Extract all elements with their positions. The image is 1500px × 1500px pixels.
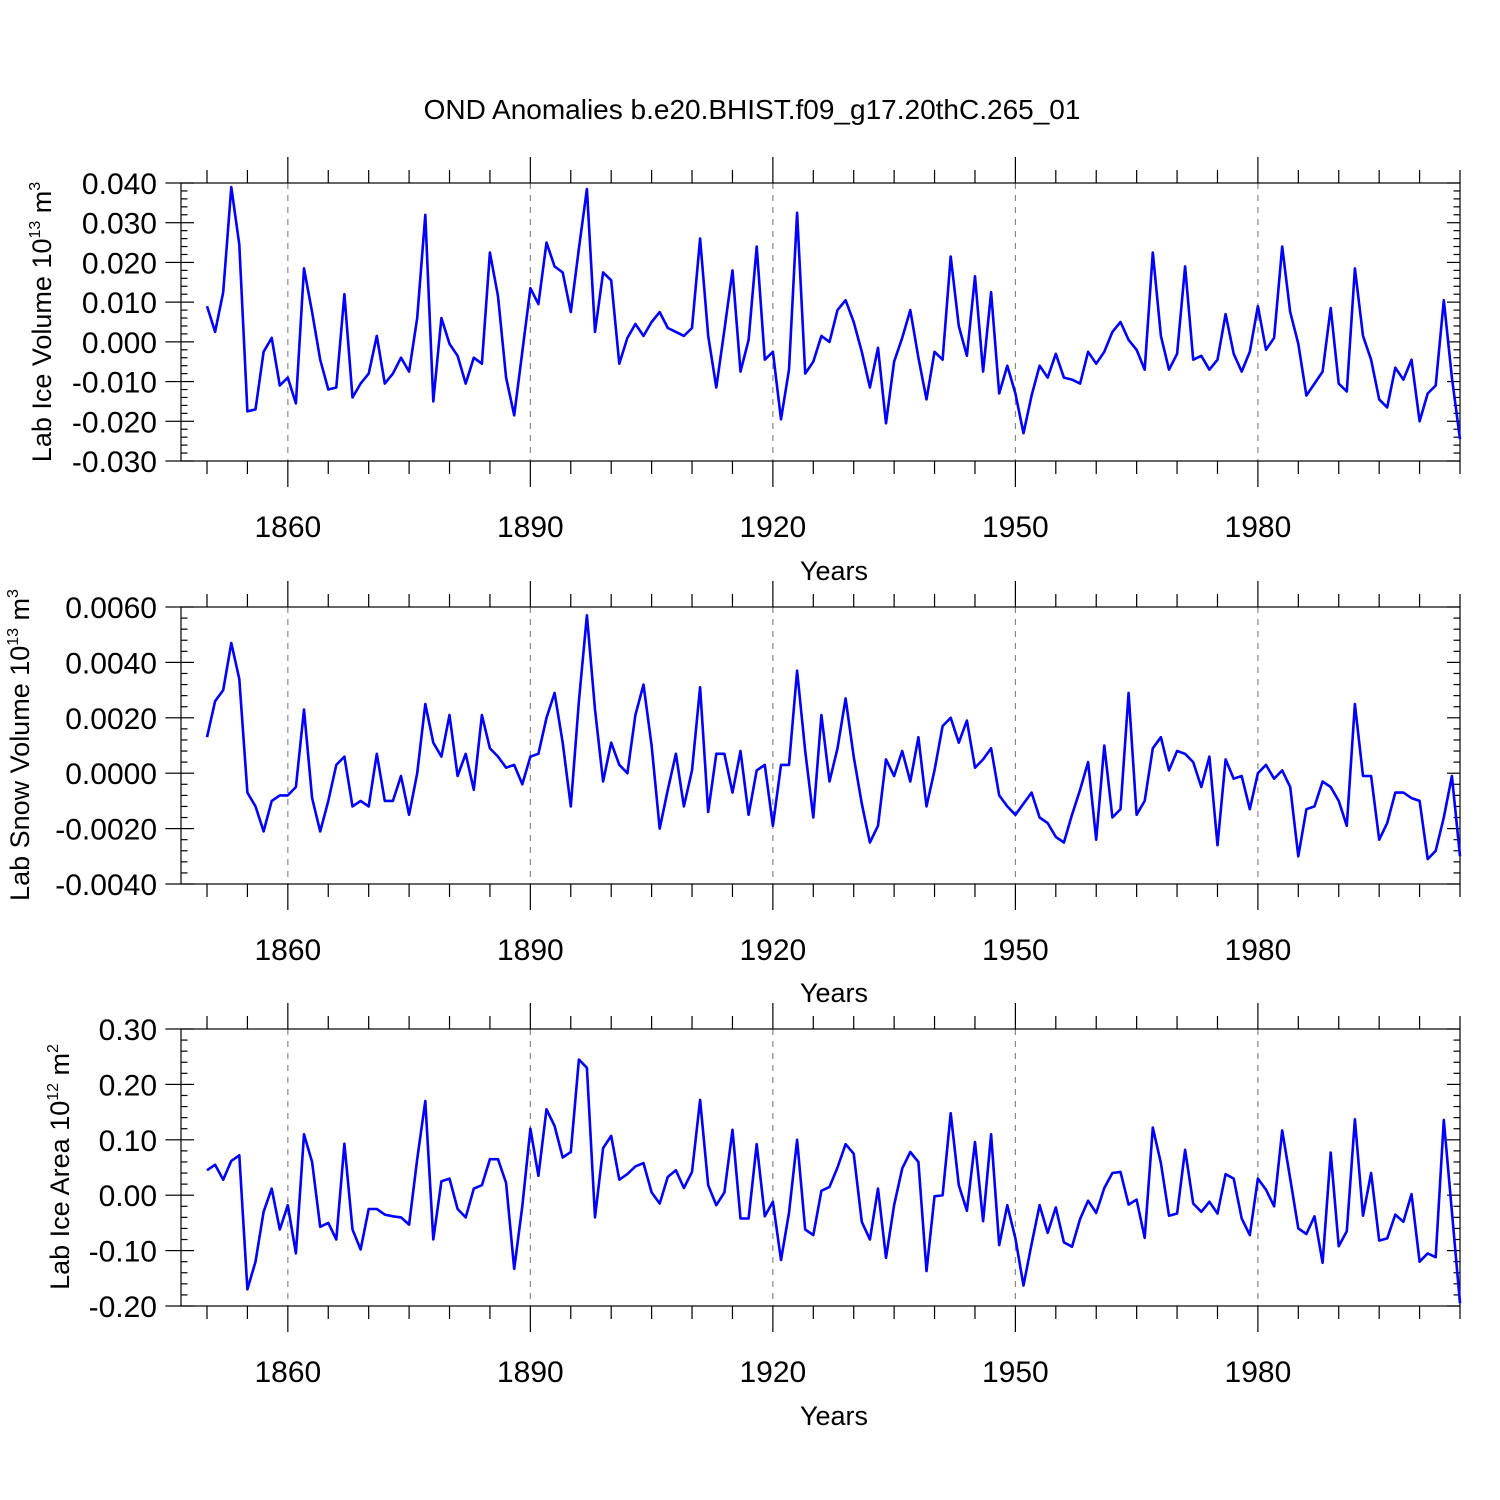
y-tick-label: 0.0020: [65, 703, 157, 736]
y-tick-label: 0.030: [82, 208, 157, 241]
y-tick-label: -0.0040: [55, 869, 157, 902]
x-tick-label: 1890: [497, 511, 564, 544]
y-tick-label: 0.0040: [65, 647, 157, 680]
y-axis-title: Lab Ice Area 1012 m2: [45, 1044, 75, 1290]
plot-frame: [180, 1028, 1461, 1307]
x-tick-label: 1920: [739, 1356, 806, 1389]
x-tick-label: 1920: [739, 511, 806, 544]
plot-frame: [180, 182, 1461, 462]
y-tick-label: -0.020: [72, 406, 157, 439]
y-tick-label: -0.010: [72, 367, 157, 400]
y-tick-label: 0.0060: [65, 592, 157, 625]
x-tick-label: 1860: [254, 934, 321, 967]
x-tick-label: 1890: [497, 934, 564, 967]
y-tick-label: 0.020: [82, 247, 157, 280]
y-axis-title: Lab Ice Volume 1013 m3: [27, 182, 57, 462]
x-tick-label: 1950: [982, 1356, 1049, 1389]
lab-ice-area-series-line: [206, 1058, 1462, 1304]
x-tick-label: 1920: [739, 934, 806, 967]
lab-ice-area-panel: 1860 1890 1920 1950 1980 Years -0.20 -0.10 0.00 0…: [45, 1003, 1462, 1431]
y-tick-label: 0.0000: [65, 758, 157, 791]
y-tick-label: -0.10: [89, 1236, 157, 1269]
chart-title: OND Anomalies b.e20.BHIST.f09_g17.20thC.…: [424, 94, 1081, 125]
y-tick-label: 0.000: [82, 327, 157, 360]
lab-ice-volume-series-line: [205, 185, 1462, 440]
y-tick-label: 0.00: [99, 1180, 157, 1213]
lab-ice-volume-panel: 1860 1890 1920 1950 1980 Years -0.030 -0.020 -0.…: [27, 157, 1462, 586]
y-tick-label: 0.30: [99, 1014, 157, 1047]
x-tick-label: 1950: [982, 511, 1049, 544]
x-tick-label: 1980: [1225, 1356, 1292, 1389]
y-tick-label: 0.010: [82, 287, 157, 320]
x-axis-title: Years: [800, 1401, 868, 1431]
y-tick-label: -0.030: [72, 446, 157, 479]
x-tick-label: 1950: [982, 934, 1049, 967]
plot-frame: [180, 606, 1461, 885]
x-tick-label: 1860: [254, 1356, 321, 1389]
y-tick-label: 0.20: [99, 1069, 157, 1102]
x-tick-label: 1860: [254, 511, 321, 544]
y-tick-label: 0.10: [99, 1125, 157, 1158]
y-tick-label: -0.20: [89, 1291, 157, 1324]
y-axis-title: Lab Snow Volume 1013 m3: [5, 589, 35, 901]
lab-snow-volume-series-line: [205, 613, 1462, 861]
x-tick-label: 1980: [1225, 511, 1292, 544]
lab-snow-volume-panel: 1860 1890 1920 1950 1980 Years -0.0040 -0.0020 0…: [5, 581, 1462, 1008]
x-tick-label: 1890: [497, 1356, 564, 1389]
x-axis-title: Years: [800, 556, 868, 586]
panels: 1860 1890 1920 1950 1980 Years -0.030 -0.020 -0.…: [5, 157, 1462, 1431]
x-tick-label: 1980: [1225, 934, 1292, 967]
x-axis-title: Years: [800, 978, 868, 1008]
y-tick-label: 0.040: [82, 168, 157, 201]
y-tick-label: -0.0020: [55, 814, 157, 847]
